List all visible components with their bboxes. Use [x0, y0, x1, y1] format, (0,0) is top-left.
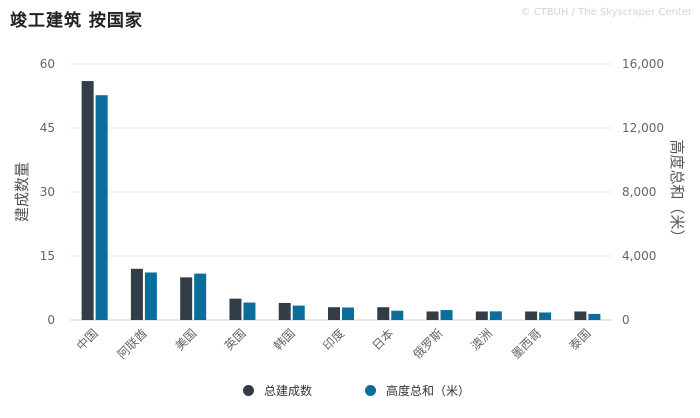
- right-axis-ticks: 0 4,000 8,000 12,000 16,000: [622, 57, 664, 327]
- bar-height: [539, 312, 552, 320]
- bar-height: [342, 307, 354, 320]
- legend-label-height: 高度总和（米）: [386, 384, 471, 398]
- x-tick-label: 美国: [172, 326, 199, 353]
- right-axis-title: 高度总和（米）: [668, 139, 686, 244]
- x-axis-labels: 中国 阿联酋 美国 英国 韩国 印度 日本 俄罗斯 澳洲 墨西哥 泰国: [73, 326, 593, 362]
- bar-height: [95, 95, 108, 320]
- x-tick-label: 墨西哥: [509, 326, 544, 361]
- x-tick-label: 韩国: [270, 326, 298, 354]
- bar-count: [229, 298, 242, 320]
- bar-count: [180, 277, 193, 320]
- legend-item-height[interactable]: 高度总和（米）: [365, 382, 470, 399]
- bar-count: [475, 311, 488, 320]
- bar-height: [243, 302, 256, 320]
- chart-title: 竣工建筑 按国家: [10, 11, 143, 31]
- x-tick-label: 印度: [320, 326, 348, 354]
- left-tick-label: 45: [40, 121, 55, 135]
- bar-count: [525, 311, 538, 320]
- bar-height: [440, 310, 453, 320]
- legend-item-count[interactable]: 总建成数: [243, 382, 312, 399]
- left-axis-title: 建成数量: [13, 162, 31, 222]
- legend-dot-height: [365, 385, 376, 396]
- bar-count: [328, 307, 340, 320]
- bars: [81, 81, 601, 320]
- left-axis-ticks: 0 15 30 45 60: [40, 57, 55, 327]
- bar-height: [194, 273, 207, 320]
- left-tick-label: 15: [40, 249, 55, 263]
- left-tick-label: 30: [40, 185, 55, 199]
- bar-count: [377, 307, 390, 320]
- left-tick-label: 0: [47, 313, 55, 327]
- x-tick-label: 阿联酋: [114, 326, 150, 362]
- bar-height: [588, 313, 601, 320]
- bar-count: [426, 311, 439, 320]
- bar-count: [278, 302, 291, 320]
- right-tick-label: 8,000: [622, 185, 656, 199]
- bar-height: [391, 310, 404, 320]
- legend-label-count: 总建成数: [264, 384, 313, 398]
- bar-count: [81, 81, 94, 320]
- bar-count: [130, 268, 143, 320]
- right-tick-label: 12,000: [622, 121, 664, 135]
- x-tick-label: 英国: [222, 326, 249, 353]
- right-tick-label: 0: [622, 313, 630, 327]
- x-tick-label: 泰国: [567, 326, 594, 353]
- right-tick-label: 4,000: [622, 249, 656, 263]
- x-tick-label: 澳洲: [468, 326, 495, 353]
- gridlines: [70, 63, 612, 321]
- legend-dot-count: [243, 385, 254, 396]
- bar-height: [489, 311, 502, 320]
- bar-height: [144, 272, 157, 320]
- x-tick-label: 俄罗斯: [410, 326, 445, 361]
- bar-height: [292, 305, 305, 320]
- bar-count: [574, 311, 587, 320]
- legend: 总建成数 高度总和（米）: [0, 382, 700, 402]
- credit-text: © CTBUH / The Skyscraper Center: [520, 7, 692, 18]
- right-tick-label: 16,000: [622, 57, 664, 71]
- x-tick-label: 日本: [370, 326, 397, 353]
- left-tick-label: 60: [40, 57, 55, 71]
- x-tick-label: 中国: [73, 326, 101, 354]
